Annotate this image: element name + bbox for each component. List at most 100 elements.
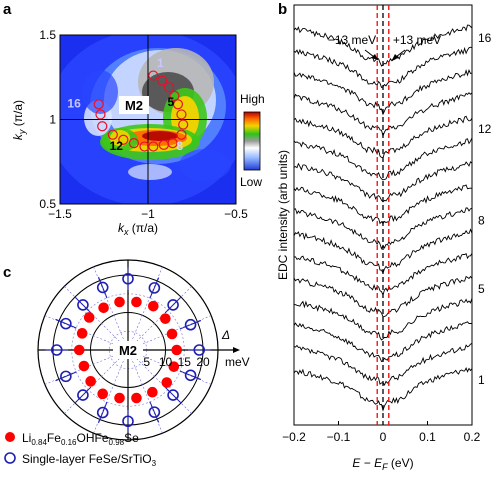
legend: Li0.84Fe0.16OHFe0.98Se Single-layer FeSe… — [4, 431, 157, 468]
error-bar — [74, 386, 92, 404]
m2-label: M2 — [125, 98, 143, 113]
y-axis-label: ky (π/a) — [11, 100, 27, 140]
legend-marker-open — [4, 452, 16, 464]
m2-label-box — [119, 96, 149, 114]
y-tick-label: 1 — [49, 113, 56, 127]
edc-curve — [293, 275, 473, 318]
y-tick-label: 0.5 — [39, 197, 56, 211]
svg-text:EDC intensity (arb units): EDC intensity (arb units) — [276, 150, 290, 280]
single-layer-point — [77, 389, 89, 401]
edc-curve — [293, 137, 473, 181]
error-bar — [98, 276, 108, 299]
fs-point — [107, 129, 118, 140]
li-fese-point — [161, 377, 173, 388]
li-fese-point — [171, 344, 183, 356]
error-bar — [164, 296, 182, 314]
radial-tick-label: 20 — [196, 355, 210, 369]
li-fese-point — [76, 328, 88, 339]
edc-y-axis-label: EDC intensity (arb units) — [276, 150, 290, 280]
y-tick-label: 1.5 — [39, 28, 56, 42]
curve-index-label: 5 — [478, 282, 485, 296]
x-tick-label: 0.1 — [419, 430, 436, 444]
panel-c-gap-polar-plot: c M2 5 10 15 20 Δ meV Li0.84Fe0.16OHFe0.98S… — [3, 259, 250, 468]
li-fese-point — [147, 386, 158, 398]
panel-label-c: c — [3, 264, 11, 281]
colorbar-low-label: Low — [240, 175, 262, 189]
m2-crosshair — [60, 35, 236, 204]
radial-tick-label: 10 — [159, 355, 173, 369]
polar-spoke — [127, 349, 192, 414]
fs-point — [118, 134, 129, 145]
radial-axis-symbol: Δ — [221, 328, 230, 342]
polar-spoke — [64, 349, 129, 414]
cut-label: 5 — [168, 95, 175, 109]
gap-label-negative: −13 meV — [328, 33, 376, 47]
legend-label-li-fese: Li0.84Fe0.16OHFe0.98Se — [22, 431, 139, 447]
li-fese-point — [78, 360, 90, 372]
panel-a-fermi-surface-map: a 1 5 8 12 16 −1.5 −1 −0.5 0.5 1 1.5 — [3, 1, 265, 237]
x-tick-label: −1.5 — [48, 207, 72, 221]
fs-point — [158, 139, 169, 150]
fs-point — [164, 82, 175, 93]
x-tick-label: 0 — [380, 430, 387, 444]
single-layer-point — [96, 406, 109, 419]
edc-x-axis-label: E − EF (eV) — [352, 456, 413, 472]
x-axis-label: kx (π/a) — [118, 221, 158, 237]
single-layer-point — [167, 389, 179, 401]
edc-cut-labels: 16 12 8 5 1 — [478, 31, 492, 387]
single-layer-point — [96, 281, 109, 294]
fs-point — [139, 141, 150, 152]
polar-spoke — [64, 286, 129, 351]
polar-spoke — [93, 266, 129, 351]
single-layer-point — [167, 299, 179, 311]
single-layer-point — [77, 299, 89, 311]
curve-index-label: 16 — [478, 31, 492, 45]
gap-arrows — [364, 49, 406, 61]
radial-tick-label: 15 — [178, 355, 192, 369]
error-bar — [179, 320, 202, 330]
fs-point — [148, 70, 159, 81]
fs-point — [176, 109, 187, 120]
legend-item-single-layer: Single-layer FeSe/SrTiO3 — [4, 452, 157, 468]
colorbar-high-label: High — [240, 92, 265, 106]
fs-point — [93, 99, 104, 110]
svg-text:E − EF (eV): E − EF (eV) — [352, 456, 413, 472]
li-fese-point — [131, 296, 142, 308]
single-layer-point — [184, 369, 197, 382]
legend-item-li-fese: Li0.84Fe0.16OHFe0.98Se — [5, 431, 139, 447]
li-fese-point — [166, 328, 178, 340]
x-tick-label: 0.2 — [464, 430, 481, 444]
polar-data — [45, 267, 211, 433]
single-layer-point — [122, 415, 134, 428]
single-layer-point — [60, 317, 72, 330]
fs-point — [172, 99, 184, 110]
cut-index-labels: 1 5 8 12 16 — [67, 56, 183, 153]
heatmap-axis-ticks: −1.5 −1 −0.5 0.5 1 1.5 — [39, 28, 248, 221]
panel-b-edc-stack: b −0.2 −0.1 0 0.1 0.2 16 12 8 5 1 −13 meV +13 me… — [276, 1, 492, 472]
legend-label-single-layer: Single-layer FeSe/SrTiO3 — [22, 452, 157, 468]
single-layer-point — [148, 282, 161, 294]
error-bar — [149, 277, 160, 299]
legend-marker-filled — [5, 432, 15, 442]
fs-point — [95, 109, 106, 120]
polar-center-label: M2 — [119, 343, 137, 358]
colorbar: High Low — [240, 92, 265, 189]
curve-index-label: 12 — [478, 122, 492, 136]
li-fese-point — [85, 376, 96, 387]
edc-curve — [293, 228, 473, 275]
li-fese-point — [98, 302, 109, 314]
edc-curve — [293, 298, 473, 341]
x-tick-label: −1 — [141, 207, 155, 221]
radial-tick-label: 5 — [143, 355, 150, 369]
single-layer-point — [184, 318, 197, 331]
single-layer-point — [193, 344, 206, 356]
single-layer-point — [50, 344, 63, 356]
svg-text:kx (π/a): kx (π/a) — [118, 221, 158, 237]
x-tick-label: −0.1 — [327, 430, 351, 444]
polar-spoke — [127, 286, 192, 351]
li-fese-point — [148, 300, 159, 312]
colorbar-gradient — [243, 111, 261, 171]
li-fese-point — [114, 296, 125, 308]
error-bar — [55, 371, 77, 382]
